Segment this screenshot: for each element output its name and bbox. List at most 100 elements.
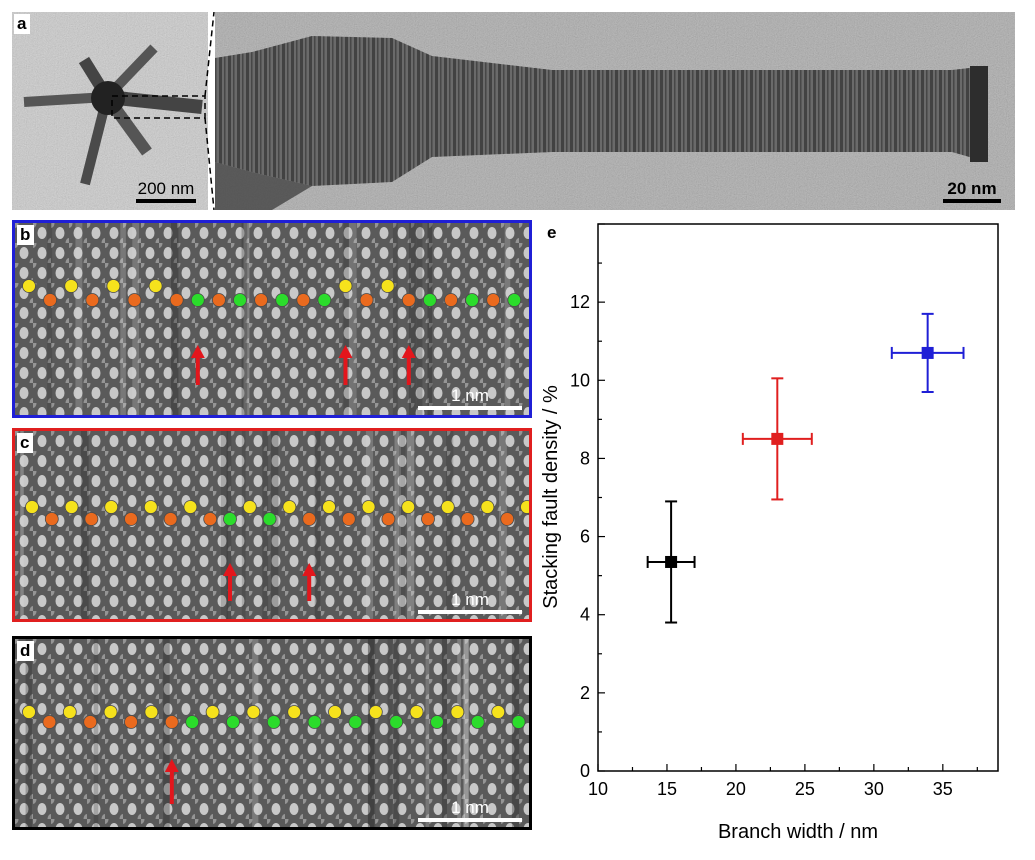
panel-c-atom-row: [25, 500, 529, 526]
panel-b-scale-line: [418, 406, 522, 410]
panel-a-image: [12, 12, 1015, 210]
stacking-fault-arrow: [338, 345, 353, 385]
atom-marker-green: [470, 715, 485, 729]
atom-marker-orange: [211, 293, 226, 307]
stacking-fault-arrow: [401, 345, 416, 385]
atom-marker-orange: [444, 293, 458, 307]
panel-c-scale-text: 1 nm: [451, 590, 489, 609]
atom-marker-yellow: [450, 705, 465, 719]
dark-corner: [215, 162, 312, 210]
atom-marker-orange: [127, 293, 142, 307]
panel-b-atom-row: [22, 279, 529, 307]
panel-b: b 1 nm: [12, 220, 532, 418]
chart-e: e 10 15 20 25 30 35 0 2 4 6 8 10 12 Branch width / n…: [540, 223, 999, 843]
atom-marker-yellow: [368, 705, 383, 719]
atom-marker-orange: [124, 512, 138, 526]
atom-marker-yellow: [338, 279, 353, 293]
atom-marker-green: [275, 293, 290, 307]
atom-marker-yellow: [480, 500, 495, 514]
zoom-line-top: [204, 12, 215, 97]
atom-marker-orange: [296, 293, 311, 307]
x-tick-label: 35: [933, 779, 953, 799]
inset-selection-box: [111, 95, 206, 119]
atom-marker-green: [317, 293, 332, 307]
panel-d-scale-text: 1 nm: [451, 798, 489, 817]
x-tick-label: 20: [726, 779, 746, 799]
stacking-fault-arrow: [223, 563, 237, 601]
panel-b-image: [15, 223, 529, 415]
atom-marker-orange: [124, 715, 138, 729]
panel-b-scale-text: 1 nm: [451, 386, 489, 405]
atom-marker-orange: [401, 293, 416, 307]
x-tick-label: 15: [657, 779, 677, 799]
atom-marker-green: [348, 715, 363, 729]
atom-marker-yellow: [282, 500, 297, 514]
atom-marker-orange: [302, 512, 317, 526]
atom-marker-yellow: [322, 500, 336, 514]
atom-marker-yellow: [104, 500, 119, 514]
panel-a-label: a: [14, 14, 31, 34]
atom-marker-yellow: [520, 500, 529, 514]
main-scale-text: 20 nm: [947, 179, 997, 198]
atom-marker-orange: [460, 512, 475, 526]
atom-marker-yellow: [205, 705, 220, 719]
plot-frame: [597, 223, 999, 772]
atom-marker-yellow: [328, 705, 342, 719]
point-marker: [771, 432, 784, 445]
atom-marker-green: [190, 293, 205, 307]
atom-marker-orange: [500, 512, 515, 526]
atom-marker-orange: [359, 293, 374, 307]
panel-c-label: c: [17, 433, 34, 453]
atom-marker-orange: [164, 715, 179, 729]
atom-marker-yellow: [409, 705, 424, 719]
point-marker: [921, 346, 934, 359]
main-scale-line: [943, 199, 1001, 203]
atom-marker-yellow: [148, 279, 163, 293]
inset-scale-text: 200 nm: [137, 179, 195, 198]
nanowire-tip: [970, 66, 988, 162]
x-tick-label: 30: [864, 779, 884, 799]
atom-marker-green: [389, 715, 404, 729]
atom-marker-green: [465, 293, 480, 307]
atom-marker-yellow: [106, 279, 121, 293]
atom-marker-green: [430, 715, 444, 729]
panel-d-scale-line: [418, 818, 522, 822]
atom-marker-green: [266, 715, 281, 729]
atom-marker-green: [307, 715, 322, 729]
y-tick-label: 0: [580, 761, 590, 781]
panel-b-label: b: [17, 225, 35, 245]
atom-marker-yellow: [287, 705, 302, 719]
atom-marker-orange: [421, 512, 435, 526]
atom-marker-orange: [83, 715, 98, 729]
atom-marker-yellow: [143, 500, 158, 514]
atom-marker-yellow: [144, 705, 159, 719]
atom-marker-orange: [42, 715, 57, 729]
atom-marker-orange: [163, 512, 178, 526]
panel-d-atom-row: [22, 705, 526, 729]
atom-marker-orange: [203, 512, 218, 526]
atom-marker-yellow: [491, 705, 506, 719]
inset-scale-line: [136, 199, 196, 203]
y-axis-label: Stacking fault density / %: [540, 385, 562, 609]
main-scale-bar: 20 nm: [932, 180, 1012, 203]
panel-c-scale-line: [418, 610, 522, 614]
atom-marker-orange: [84, 512, 99, 526]
panel-c-scale-bar: 1 nm: [415, 591, 525, 614]
atom-marker-yellow: [64, 500, 79, 514]
atom-marker-orange: [85, 293, 100, 307]
atom-marker-yellow: [242, 500, 257, 514]
atom-marker-yellow: [183, 500, 198, 514]
atom-marker-green: [422, 293, 437, 307]
data-point-b: [890, 312, 965, 394]
atom-marker-yellow: [380, 279, 395, 293]
point-marker: [665, 555, 678, 568]
atom-marker-yellow: [25, 500, 39, 514]
atom-marker-yellow: [246, 705, 261, 719]
panel-c-image: [15, 431, 529, 619]
panel-e-label: e: [547, 223, 556, 242]
y-tick-label: 12: [570, 292, 590, 312]
atom-marker-yellow: [103, 705, 118, 719]
y-tick-label: 2: [580, 683, 590, 703]
atom-marker-green: [507, 293, 522, 307]
panel-e: e 10 15 20 25 30 35 0 2 4 6 8 10 12 Branch width / n…: [533, 212, 1023, 852]
